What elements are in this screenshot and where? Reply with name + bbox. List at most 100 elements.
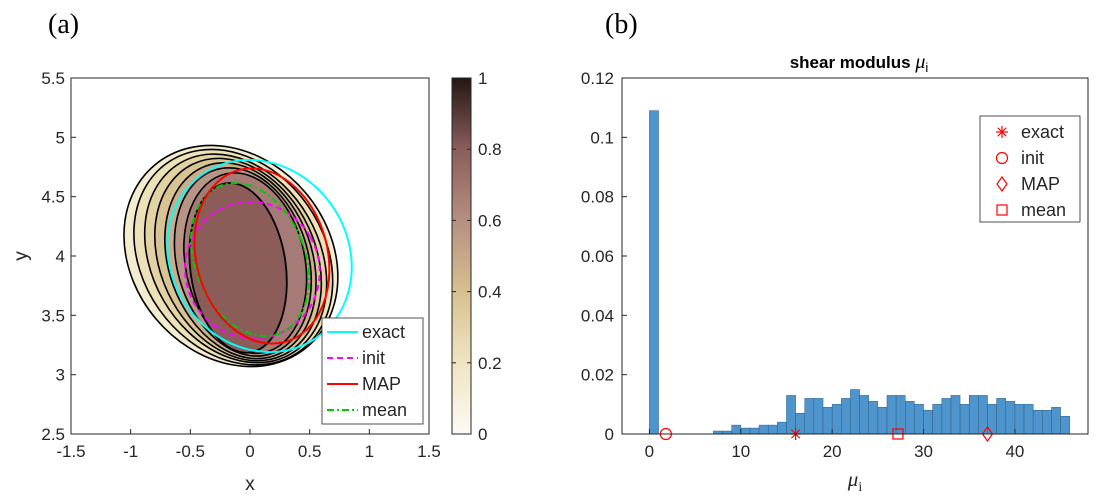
- legend-init-label: init: [362, 348, 385, 368]
- y-tick-label: 0.08: [581, 188, 614, 207]
- histogram-bar: [804, 398, 815, 435]
- histogram-bar: [1042, 410, 1052, 435]
- y-tick-label: 3: [56, 366, 65, 385]
- y-tick-label: 0.06: [581, 247, 614, 266]
- histogram-bar: [859, 395, 869, 435]
- legend-b-exact-label: exact: [1021, 122, 1064, 142]
- histogram-bar: [923, 410, 933, 435]
- panel-b-title-text: shear modulus: [790, 53, 911, 72]
- histogram-bar: [868, 401, 879, 435]
- y-tick-label: 0.12: [581, 69, 614, 88]
- histogram-bar: [950, 395, 961, 435]
- panel-b-legend-box: [979, 115, 1081, 223]
- histogram-bar: [905, 401, 915, 435]
- colorbar-ticks: 0 0.2 0.4 0.6 0.8 1: [452, 69, 502, 444]
- legend-marker-exact: [996, 126, 1008, 138]
- histogram-bar: [850, 389, 860, 435]
- histogram-bar: [886, 395, 897, 435]
- x-tick-label: 10: [731, 442, 750, 461]
- histogram-bar: [831, 404, 842, 435]
- histogram-bar: [731, 424, 742, 435]
- histogram-bar: [740, 427, 751, 435]
- histogram-bar: [1060, 415, 1070, 435]
- mean-boundary: [190, 182, 310, 338]
- legend-exact-label: exact: [362, 322, 405, 342]
- histogram-bar: [786, 395, 796, 435]
- y-tick-label: 0: [605, 425, 614, 444]
- histogram-bar: [795, 412, 805, 435]
- contour-plot: [123, 144, 353, 368]
- x-tick-label: 0: [645, 442, 654, 461]
- y-tick-label: 3.5: [41, 306, 65, 325]
- x-tick-label: 40: [1005, 442, 1024, 461]
- colorbar-tick-label: 0.4: [478, 283, 502, 302]
- legend-b-init-label: init: [1021, 148, 1044, 168]
- panel-b-title: shear modulus μi: [790, 51, 929, 75]
- histogram-bar: [895, 395, 906, 435]
- y-tick-label: 5: [56, 128, 65, 147]
- panel-a-ylabel: y: [11, 251, 32, 261]
- x-tick-label: -0.5: [176, 442, 205, 461]
- histogram-bar: [996, 398, 1007, 435]
- colorbar-tick-label: 0.6: [478, 211, 502, 230]
- legend-b-mean-label: mean: [1021, 200, 1066, 220]
- legend-mean-label: mean: [362, 400, 407, 420]
- histogram-bar: [813, 398, 824, 435]
- histogram-bar: [968, 395, 979, 435]
- y-tick-label: 2.5: [41, 425, 65, 444]
- panel-b-title-symbol: μ: [914, 51, 925, 73]
- init-boundary: [184, 200, 321, 340]
- x-tick-label: -1.5: [56, 442, 85, 461]
- colorbar-tick-label: 0.2: [478, 354, 502, 373]
- histogram-bar: [758, 424, 769, 435]
- panel-b-xlabel-sub: i: [858, 480, 862, 495]
- panel-b-title-sub: i: [925, 60, 928, 75]
- histogram-bar: [822, 407, 833, 435]
- legend-b-map-label: MAP: [1021, 174, 1060, 194]
- histogram-bar: [877, 407, 888, 435]
- panel-b-xlabel: μi: [847, 467, 863, 495]
- panel-a-label: (a): [48, 9, 79, 40]
- histogram-bar: [932, 404, 943, 435]
- x-tick-label: 30: [914, 442, 933, 461]
- colorbar-tick-label: 0: [478, 425, 487, 444]
- histogram-bar: [841, 398, 851, 435]
- y-tick-label: 4: [56, 247, 65, 266]
- histogram-bars: [649, 110, 1070, 435]
- histogram-bar: [1014, 404, 1025, 435]
- histogram-bar: [1023, 404, 1034, 435]
- panel-b-legend-markers: [995, 126, 1009, 216]
- y-tick-label: 0.04: [581, 306, 614, 325]
- panel-a-xlabel: x: [245, 474, 255, 495]
- panel-b-xlabel-symbol: μ: [847, 467, 859, 491]
- histogram-bar: [649, 110, 659, 435]
- y-tick-label: 0.1: [590, 128, 614, 147]
- colorbar-tick-label: 0.8: [478, 140, 502, 159]
- histogram-bar: [749, 427, 760, 435]
- legend-marker-mean: [996, 204, 1008, 216]
- exact-boundary: [166, 158, 353, 354]
- histogram-bar: [777, 421, 787, 435]
- histogram-bar: [1051, 407, 1061, 435]
- x-tick-label: -1: [123, 442, 138, 461]
- colorbar-tick-label: 1: [478, 69, 487, 88]
- panel-a-legend-box: [321, 317, 424, 425]
- panel-b-legend: exact init MAP mean: [979, 115, 1081, 223]
- x-tick-label: 1: [365, 442, 374, 461]
- legend-marker-map: [996, 175, 1008, 193]
- marker-star-stroke: [997, 127, 1007, 137]
- histogram-bar: [914, 404, 924, 435]
- histogram-bar: [1005, 401, 1016, 435]
- panel-a-legend: exact init MAP mean: [321, 317, 424, 425]
- histogram-bar: [1032, 410, 1043, 435]
- legend-map-label: MAP: [362, 374, 401, 394]
- map-boundary: [193, 167, 331, 345]
- panel-b-label: (b): [605, 9, 638, 40]
- panel-a-ticks: -1.5 -1 -0.5 0 0.5 1 1.5 2.5 3 3.5 4 4.5 5 5.5: [41, 69, 440, 461]
- x-tick-label: 0: [245, 442, 254, 461]
- y-tick-label: 5.5: [41, 69, 65, 88]
- histogram-bar: [941, 398, 952, 435]
- histogram-bar: [767, 424, 778, 435]
- y-tick-label: 4.5: [41, 188, 65, 207]
